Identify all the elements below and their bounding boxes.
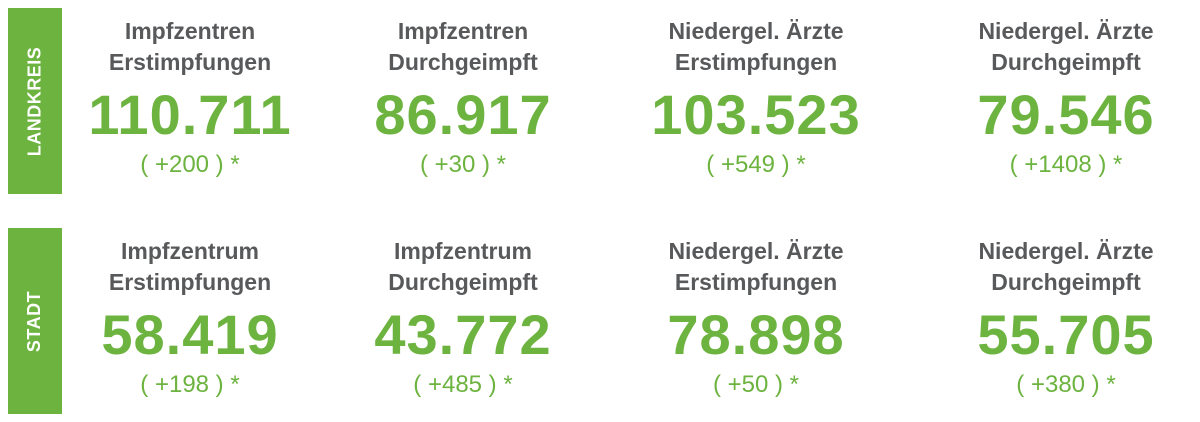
card-value: 86.917 bbox=[374, 83, 552, 146]
card-title: Impfzentren Durchgeimpft bbox=[313, 16, 613, 78]
landkreis-aerzte-durchgeimpft-card: Niedergel. Ärzte Durchgeimpft 79.546 ( +… bbox=[916, 8, 1200, 194]
stadt-aerzte-durchgeimpft-card: Niedergel. Ärzte Durchgeimpft 55.705 ( +… bbox=[916, 228, 1200, 414]
card-title-line-2: Erstimpfungen bbox=[674, 49, 838, 75]
card-title-line-2: Durchgeimpft bbox=[388, 49, 538, 75]
stadt-side-label: STADT bbox=[8, 228, 62, 414]
card-title: Impfzentrum Durchgeimpft bbox=[313, 236, 613, 298]
stadt-section: STADT Impfzentrum Erstimpfungen 58.419 (… bbox=[0, 228, 1200, 414]
card-value: 103.523 bbox=[651, 83, 861, 146]
card-title-line-1: Impfzentren bbox=[397, 18, 529, 44]
card-value: 110.711 bbox=[88, 83, 292, 146]
card-delta: ( +50 ) * bbox=[712, 371, 800, 398]
card-title-line-1: Niedergel. Ärzte bbox=[668, 238, 844, 264]
card-delta: ( +549 ) * bbox=[706, 151, 806, 178]
card-value: 55.705 bbox=[977, 303, 1155, 366]
card-value: 58.419 bbox=[101, 303, 279, 366]
card-title-line-2: Erstimpfungen bbox=[108, 269, 272, 295]
card-title-line-1: Niedergel. Ärzte bbox=[978, 238, 1154, 264]
card-title-line-1: Impfzentrum bbox=[121, 238, 259, 264]
card-delta: ( +1408 ) * bbox=[1009, 151, 1123, 178]
card-title-line-2: Erstimpfungen bbox=[674, 269, 838, 295]
stadt-impfzentrum-durchgeimpft-card: Impfzentrum Durchgeimpft 43.772 ( +485 )… bbox=[313, 228, 613, 414]
card-delta: ( +380 ) * bbox=[1016, 371, 1116, 398]
stadt-impfzentrum-erstimpfungen-card: Impfzentrum Erstimpfungen 58.419 ( +198 … bbox=[40, 228, 340, 414]
landkreis-impfzentren-durchgeimpft-card: Impfzentren Durchgeimpft 86.917 ( +30 ) … bbox=[313, 8, 613, 194]
card-title-line-1: Impfzentren bbox=[124, 18, 256, 44]
card-title-line-2: Erstimpfungen bbox=[108, 49, 272, 75]
card-title: Niedergel. Ärzte Erstimpfungen bbox=[606, 16, 906, 78]
card-value: 78.898 bbox=[667, 303, 845, 366]
card-delta: ( +30 ) * bbox=[419, 151, 507, 178]
card-title-line-2: Durchgeimpft bbox=[991, 49, 1141, 75]
stadt-aerzte-erstimpfungen-card: Niedergel. Ärzte Erstimpfungen 78.898 ( … bbox=[606, 228, 906, 414]
card-title: Niedergel. Ärzte Durchgeimpft bbox=[916, 236, 1200, 298]
card-title: Niedergel. Ärzte Erstimpfungen bbox=[606, 236, 906, 298]
landkreis-aerzte-erstimpfungen-card: Niedergel. Ärzte Erstimpfungen 103.523 (… bbox=[606, 8, 906, 194]
card-title-line-1: Niedergel. Ärzte bbox=[668, 18, 844, 44]
card-title: Niedergel. Ärzte Durchgeimpft bbox=[916, 16, 1200, 78]
card-title: Impfzentrum Erstimpfungen bbox=[40, 236, 340, 298]
landkreis-side-label: LANDKREIS bbox=[8, 8, 62, 194]
card-value: 43.772 bbox=[374, 303, 552, 366]
card-value: 79.546 bbox=[977, 83, 1155, 146]
landkreis-section: LANDKREIS Impfzentren Erstimpfungen 110.… bbox=[0, 8, 1200, 194]
card-title-line-2: Durchgeimpft bbox=[388, 269, 538, 295]
card-delta: ( +198 ) * bbox=[140, 371, 240, 398]
card-delta: ( +200 ) * bbox=[140, 151, 240, 178]
card-title-line-1: Impfzentrum bbox=[394, 238, 532, 264]
landkreis-impfzentren-erstimpfungen-card: Impfzentren Erstimpfungen 110.711 ( +200… bbox=[40, 8, 340, 194]
card-title-line-2: Durchgeimpft bbox=[991, 269, 1141, 295]
card-delta: ( +485 ) * bbox=[413, 371, 513, 398]
card-title: Impfzentren Erstimpfungen bbox=[40, 16, 340, 78]
card-title-line-1: Niedergel. Ärzte bbox=[978, 18, 1154, 44]
